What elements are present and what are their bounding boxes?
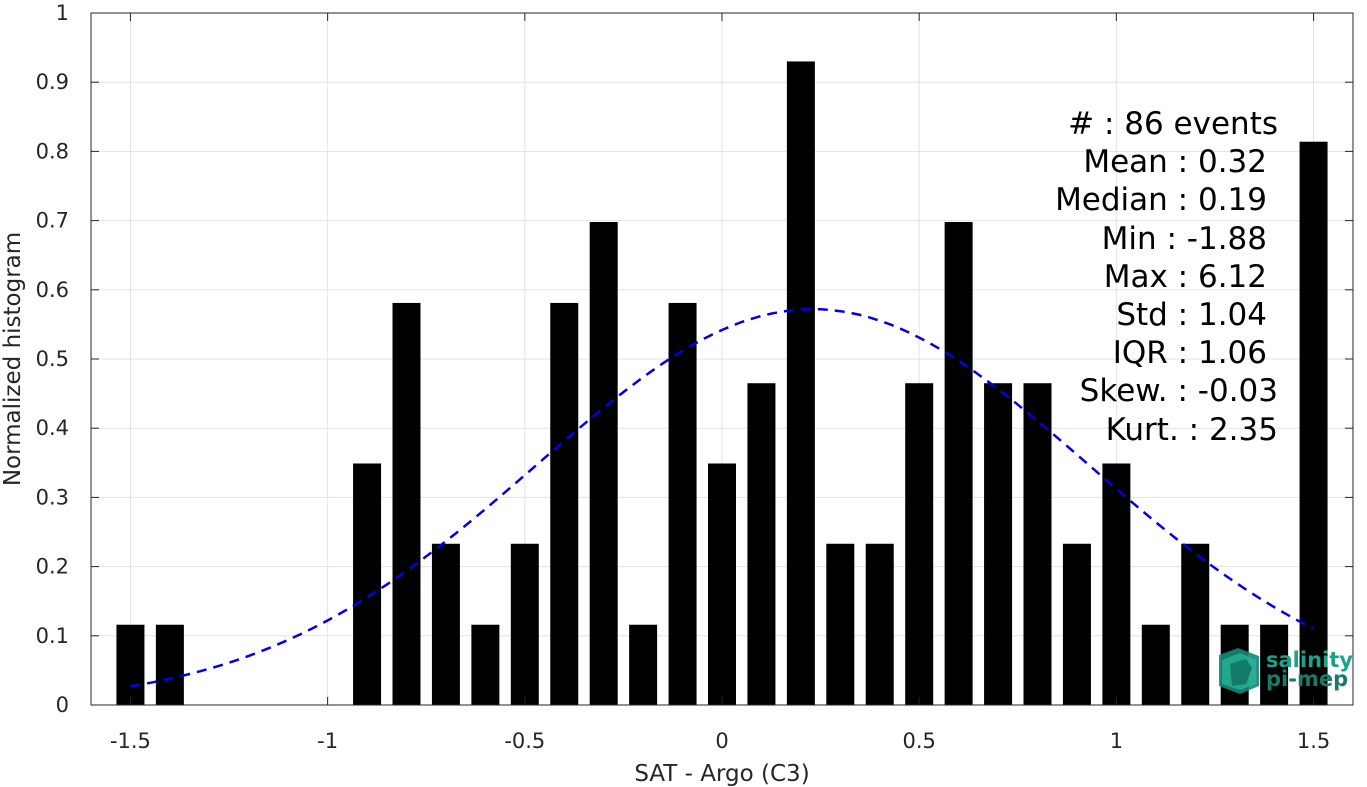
x-tick-label: 1.5 (1297, 729, 1330, 753)
histogram-bar (708, 463, 736, 705)
y-tick-label: 0.6 (36, 278, 69, 302)
logo-icon (1219, 648, 1259, 694)
y-tick-label: 0.9 (36, 70, 69, 94)
histogram-bar (550, 302, 579, 705)
histogram-bar (668, 302, 697, 705)
x-tick-label: 0.5 (902, 729, 935, 753)
logo-text-pimep: pi-mep (1266, 667, 1348, 691)
histogram-bar (786, 61, 815, 705)
histogram-bar (431, 543, 460, 705)
stat-events: # : 86 events (1068, 106, 1278, 142)
salinity-pimep-logo: salinity pi-mep (1219, 648, 1353, 694)
x-tick-label: -1 (317, 729, 338, 753)
y-axis-title: Normalized histogram (0, 232, 26, 486)
histogram-bar (471, 624, 500, 705)
stats-box: # : 86 events Mean : 0.32 Median : 0.19 … (1055, 106, 1278, 448)
y-tick-label: 0.2 (36, 555, 69, 579)
stat-max: Max : 6.12 (1104, 259, 1267, 295)
histogram-bar (905, 383, 934, 705)
histogram-bar (1181, 543, 1210, 705)
histogram-bar (116, 624, 145, 705)
histogram-bars (116, 61, 1328, 705)
histogram-bar (510, 543, 539, 705)
histogram-bar (353, 463, 382, 705)
histogram-bar (826, 543, 855, 705)
histogram-bar (1102, 463, 1131, 705)
y-tick-label: 0 (56, 693, 69, 717)
stat-kurt: Kurt. : 2.35 (1106, 412, 1278, 448)
y-tick-label: 0.1 (36, 624, 69, 648)
stat-std: Std : 1.04 (1116, 297, 1267, 333)
y-tick-label: 0.7 (36, 209, 69, 233)
histogram-bar (747, 383, 776, 705)
histogram-bar (984, 383, 1013, 705)
histogram-bar (944, 221, 973, 705)
histogram-bar (392, 302, 421, 705)
x-axis-title: SAT - Argo (C3) (634, 761, 809, 787)
histogram-bar (1023, 383, 1052, 705)
y-tick-label: 0.4 (36, 416, 69, 440)
stat-skew: Skew. : -0.03 (1080, 373, 1278, 409)
y-tick-label: 0.3 (36, 485, 69, 509)
x-tick-label: 0 (715, 729, 728, 753)
stat-iqr: IQR : 1.06 (1113, 335, 1267, 371)
stat-median: Median : 0.19 (1055, 182, 1267, 218)
y-tick-label: 0.5 (36, 347, 69, 371)
x-tick-label: 1 (1110, 729, 1123, 753)
histogram-bar (865, 543, 894, 705)
y-axis-ticks: 0 0.1 0.2 0.3 0.4 0.5 0.6 0.7 0.8 0.9 1 (36, 1, 1353, 717)
y-tick-label: 0.8 (36, 139, 69, 163)
stat-mean: Mean : 0.32 (1083, 144, 1267, 180)
histogram-bar (1062, 543, 1091, 705)
x-tick-label: -0.5 (504, 729, 545, 753)
x-axis-ticks: -1.5 -1 -0.5 0 0.5 1 1.5 (110, 13, 1330, 753)
x-tick-label: -1.5 (110, 729, 151, 753)
histogram-bar (1299, 141, 1328, 705)
histogram-bar (1260, 624, 1289, 705)
logo-text-salinity: salinity (1266, 648, 1353, 672)
histogram-bar (589, 221, 618, 705)
stat-min: Min : -1.88 (1102, 221, 1267, 257)
y-tick-label: 1 (56, 1, 69, 25)
histogram-bar (1141, 624, 1170, 705)
normal-fit-curve (130, 307, 1315, 688)
histogram-bar (629, 624, 658, 705)
histogram-bar (155, 624, 184, 705)
